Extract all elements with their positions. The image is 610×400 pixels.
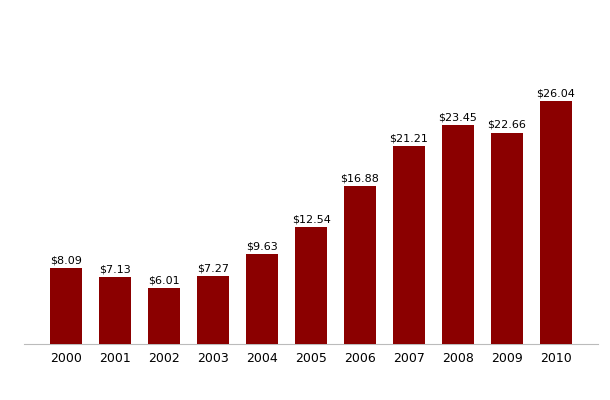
Text: $9.63: $9.63	[246, 241, 278, 251]
Text: Annual Revenue, In billions: Annual Revenue, In billions	[9, 18, 268, 35]
Bar	[99, 278, 131, 344]
Bar	[540, 101, 572, 344]
Bar	[246, 254, 278, 344]
Bar	[344, 186, 376, 344]
Bar	[197, 276, 229, 344]
Text: $22.66: $22.66	[487, 120, 526, 130]
Text: $12.54: $12.54	[292, 214, 331, 224]
Bar	[442, 125, 474, 344]
Bar	[295, 227, 327, 344]
Bar	[491, 132, 523, 344]
Text: $26.04: $26.04	[536, 88, 575, 98]
Text: $6.01: $6.01	[148, 275, 180, 285]
Bar	[148, 288, 180, 344]
Text: $7.27: $7.27	[197, 263, 229, 273]
Text: $21.21: $21.21	[390, 133, 428, 143]
Text: $16.88: $16.88	[340, 174, 379, 184]
Text: $7.13: $7.13	[99, 265, 131, 275]
Text: $8.09: $8.09	[51, 256, 82, 266]
Bar	[393, 146, 425, 344]
Bar	[51, 268, 82, 344]
Text: $23.45: $23.45	[439, 112, 478, 122]
